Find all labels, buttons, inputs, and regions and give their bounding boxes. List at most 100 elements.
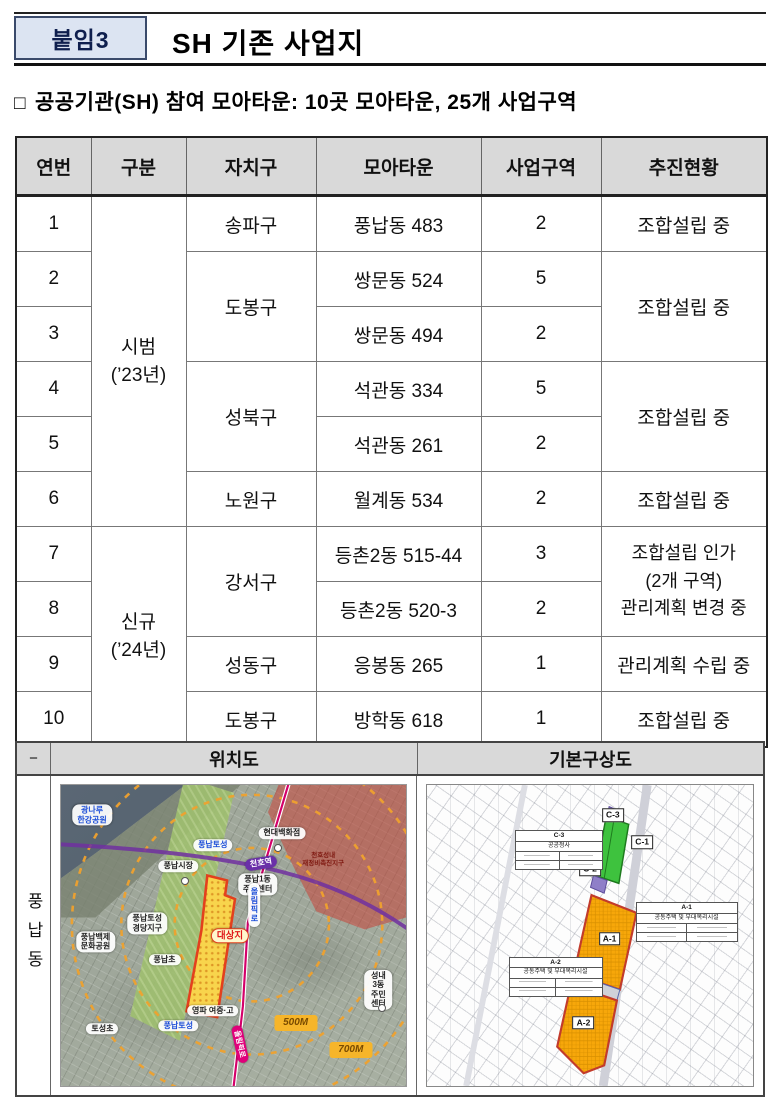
cell-no: 8	[15, 581, 92, 637]
map-label-hanriver-park: 광나루 한강공원	[72, 804, 112, 826]
maps-body-row: 풍납동	[17, 776, 763, 1095]
cell-moatown: 방학동 618	[315, 691, 482, 748]
cell-zones: 1	[480, 636, 602, 692]
maps-col-plan: 기본구상도	[549, 749, 632, 770]
map-label-yeongpa-school: 영파 여중·고	[186, 1004, 239, 1017]
map-label-seongnae-center: 성내3동 주민센터	[364, 969, 393, 1010]
cell-zones: 3	[480, 526, 602, 582]
info-box-a2: A-2 공동주택 및 부대복리시설	[508, 956, 603, 997]
info-box-row	[636, 933, 737, 942]
category-line2: (’24년)	[110, 639, 167, 661]
square-bullet-icon: □	[14, 93, 26, 114]
map-label-pungnap-market: 풍납시장	[158, 860, 199, 873]
cell-moatown: 석관동 334	[315, 361, 482, 417]
page-title: SH 기존 사업지	[172, 28, 365, 59]
map-label-pungnap-toseong-north: 풍납토성	[193, 839, 233, 851]
cell-district: 성북구	[185, 361, 317, 472]
map-label-toseong-elem: 토성초	[86, 1023, 119, 1035]
cell-status: 조합설립 중	[600, 361, 768, 472]
table-row: 10 도봉구 방학동 618 1 조합설립 중	[15, 691, 768, 748]
zone-label-c3: C-3	[601, 808, 624, 822]
cell-moatown: 쌍문동 494	[315, 306, 482, 362]
info-box-title: A-1	[636, 903, 737, 915]
poi-dot	[377, 1003, 386, 1012]
info-box-c: C-3 공공청사	[515, 830, 604, 871]
col-header-status: 추진현황	[600, 136, 768, 197]
cell-no: 1	[15, 195, 92, 252]
cell-moatown: 풍납동 483	[315, 195, 482, 252]
status-line2: (2개 구역)	[645, 570, 723, 591]
cell-district: 도봉구	[185, 251, 317, 362]
cell-zones: 2	[480, 471, 602, 527]
map-label-target-site: 대상지	[210, 927, 250, 944]
cell-moatown: 응봉동 265	[315, 636, 482, 692]
col-header-moatown: 모아타운	[315, 136, 482, 197]
cell-zones: 2	[480, 416, 602, 472]
maps-header-row: − 위치도 기본구상도	[17, 743, 763, 776]
project-table: 연번 구분 자치구 모아타운 사업구역 추진현황 1 시범 (’23년) 송파구…	[15, 136, 768, 748]
col-header-zones: 사업구역	[480, 136, 602, 197]
map-label-road-vertical: 올림픽로	[248, 883, 260, 928]
table-row: 6 노원구 월계동 534 2 조합설립 중	[15, 471, 768, 527]
info-box-row	[509, 978, 602, 988]
table-row: 1 시범 (’23년) 송파구 풍납동 483 2 조합설립 중	[15, 195, 768, 527]
cell-no: 5	[15, 416, 92, 472]
cell-district: 송파구	[185, 195, 317, 252]
info-box-subtitle: 공동주택 및 부대복리시설	[509, 968, 602, 979]
info-box-subtitle: 공공청사	[516, 842, 603, 853]
row-label-cell: 풍납동	[17, 776, 51, 1095]
plan-map: C-3 C-1 C-2 A-1 A-2 C-3 공공청사 A-1 공동주택 및 …	[426, 784, 754, 1087]
cell-zones: 5	[480, 251, 602, 307]
col-header-district: 자치구	[185, 136, 317, 197]
table-row: 5 석관동 261 2	[15, 416, 767, 472]
cell-zones: 2	[480, 581, 602, 637]
zone-c2-shape	[589, 874, 608, 894]
cell-category-new: 신규 (’24년)	[90, 526, 187, 748]
zone-label-a1: A-1	[598, 931, 621, 946]
col-header-no: 연번	[15, 136, 92, 197]
map-label-hyundai-dept: 현대백화점	[258, 827, 306, 839]
subtitle-text: 공공기관(SH) 참여 모아타운: 10곳 모아타운, 25개 사업구역	[34, 91, 578, 114]
header-top-rule	[14, 12, 766, 14]
maps-corner-cell: −	[17, 743, 51, 774]
cell-moatown: 등촌2동 520-3	[315, 581, 482, 637]
map-label-gyeongdang: 풍납토성 경당지구	[127, 912, 167, 935]
row-label: 풍납동	[24, 892, 43, 979]
cell-district: 강서구	[185, 526, 317, 637]
category-line2: (’23년)	[110, 364, 167, 386]
map-label-500m: 500M	[274, 1014, 318, 1031]
map-label-700m: 700M	[329, 1041, 373, 1058]
cell-zones: 5	[480, 361, 602, 417]
cell-district: 성동구	[185, 636, 317, 692]
maps-col-location: 위치도	[51, 743, 418, 774]
cell-no: 7	[15, 526, 92, 582]
cell-status: 관리계획 수립 중	[600, 636, 768, 692]
cell-no: 2	[15, 251, 92, 307]
location-map: 광나루 한강공원 풍납토성 풍납시장 현대백화점 천호역 풍납1동 주민센터 천…	[60, 784, 407, 1087]
table-row: 8 등촌2동 520-3 2	[15, 581, 767, 637]
cell-moatown: 쌍문동 524	[315, 251, 482, 307]
info-box-title: A-2	[509, 958, 602, 969]
zone-label-a2: A-2	[572, 1016, 595, 1030]
status-line3: 관리계획 변경 중	[620, 598, 747, 619]
header-bottom-rule	[14, 63, 766, 66]
table-row: 7 신규 (’24년) 강서구 등촌2동 515-44 3 조합설립 인가 (2…	[15, 526, 768, 748]
cell-no: 6	[15, 471, 92, 527]
cell-status: 조합설립 중	[600, 195, 768, 252]
map-label-redzone: 천호성내 재정비촉진지구	[302, 852, 345, 868]
maps-section: − 위치도 기본구상도 풍납동	[15, 741, 765, 1097]
map-label-pungnap-toseong-south: 풍납토성	[158, 1020, 199, 1032]
cell-category-pilot: 시범 (’23년)	[90, 195, 187, 527]
info-box-row	[516, 861, 603, 870]
category-line1: 시범	[121, 336, 156, 358]
cell-no: 10	[15, 691, 92, 748]
poi-dot	[274, 844, 283, 853]
target-site-polygon	[185, 873, 237, 1019]
col-header-category: 구분	[90, 136, 187, 197]
cell-zones: 2	[480, 306, 602, 362]
info-box-a1: A-1 공동주택 및 부대복리시설	[635, 902, 738, 943]
plan-map-cell: C-3 C-1 C-2 A-1 A-2 C-3 공공청사 A-1 공동주택 및 …	[417, 776, 763, 1095]
cell-status: 조합설립 중	[600, 251, 768, 362]
cell-status: 조합설립 중	[600, 471, 768, 527]
